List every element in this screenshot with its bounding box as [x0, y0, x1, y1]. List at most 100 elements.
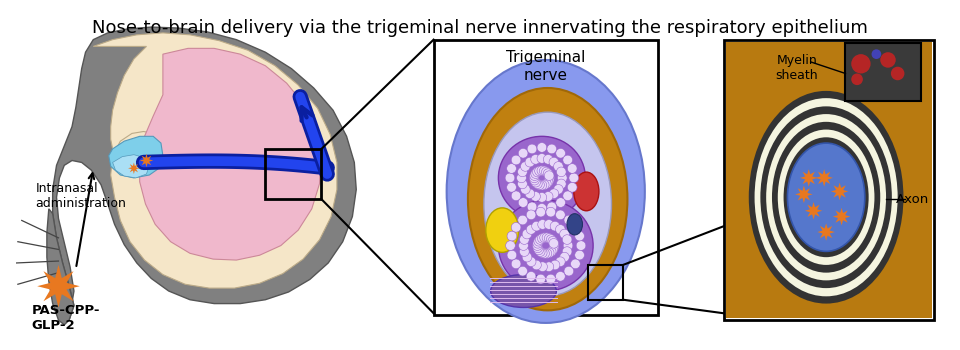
Circle shape	[550, 260, 560, 270]
Circle shape	[507, 164, 516, 173]
Circle shape	[547, 144, 557, 154]
Circle shape	[543, 155, 553, 164]
Circle shape	[543, 169, 553, 178]
Circle shape	[852, 74, 863, 85]
Polygon shape	[833, 208, 851, 225]
Polygon shape	[140, 48, 321, 260]
Circle shape	[507, 250, 516, 260]
Circle shape	[542, 248, 552, 258]
Text: PAS-CPP-
GLP-2: PAS-CPP- GLP-2	[32, 303, 100, 331]
Circle shape	[543, 191, 553, 201]
Circle shape	[549, 243, 559, 253]
Circle shape	[519, 247, 529, 257]
Circle shape	[556, 210, 565, 220]
Text: Trigeminal
nerve: Trigeminal nerve	[506, 50, 586, 83]
Bar	[434, 40, 658, 315]
Circle shape	[536, 247, 545, 257]
Circle shape	[556, 225, 565, 234]
Circle shape	[852, 54, 871, 74]
Circle shape	[563, 155, 572, 165]
Ellipse shape	[468, 88, 628, 310]
Circle shape	[536, 235, 545, 244]
Circle shape	[529, 173, 540, 183]
Circle shape	[546, 207, 556, 217]
Text: Intranasal
administration: Intranasal administration	[36, 182, 126, 210]
Circle shape	[540, 248, 549, 258]
Ellipse shape	[574, 172, 599, 211]
Circle shape	[570, 223, 580, 232]
Circle shape	[556, 257, 565, 267]
Circle shape	[525, 157, 535, 167]
Circle shape	[531, 191, 540, 201]
Circle shape	[512, 259, 521, 269]
Bar	[726, 42, 932, 318]
Circle shape	[526, 225, 536, 234]
Circle shape	[544, 248, 554, 258]
Circle shape	[531, 177, 540, 187]
Text: Myelin
sheath: Myelin sheath	[776, 54, 819, 82]
Polygon shape	[37, 265, 80, 307]
Circle shape	[563, 191, 572, 201]
Circle shape	[520, 162, 530, 171]
Circle shape	[556, 272, 565, 281]
Circle shape	[537, 166, 546, 175]
Circle shape	[563, 247, 572, 257]
Ellipse shape	[446, 60, 645, 323]
Circle shape	[549, 157, 559, 167]
Polygon shape	[140, 154, 154, 167]
Bar	[724, 40, 934, 320]
Circle shape	[535, 180, 544, 190]
Ellipse shape	[772, 122, 880, 273]
Circle shape	[570, 259, 580, 269]
Circle shape	[506, 241, 516, 250]
Circle shape	[536, 207, 545, 217]
Circle shape	[517, 266, 527, 276]
Bar	[588, 265, 623, 300]
Circle shape	[526, 210, 536, 220]
Circle shape	[536, 274, 545, 284]
Circle shape	[544, 233, 554, 243]
Circle shape	[546, 274, 556, 284]
Circle shape	[525, 189, 535, 198]
Circle shape	[537, 142, 546, 152]
Circle shape	[537, 154, 546, 163]
Circle shape	[533, 243, 542, 253]
Circle shape	[549, 238, 559, 248]
Circle shape	[548, 236, 558, 246]
Polygon shape	[817, 223, 835, 241]
Circle shape	[560, 252, 569, 262]
Circle shape	[569, 173, 579, 183]
Circle shape	[531, 169, 540, 178]
Circle shape	[541, 179, 551, 189]
Circle shape	[546, 247, 556, 257]
Circle shape	[526, 272, 536, 281]
Circle shape	[540, 166, 549, 176]
Circle shape	[507, 182, 516, 192]
Circle shape	[563, 235, 572, 244]
Circle shape	[567, 182, 577, 192]
Ellipse shape	[567, 214, 583, 235]
Circle shape	[530, 171, 540, 181]
Circle shape	[538, 248, 547, 258]
Ellipse shape	[760, 106, 892, 288]
Polygon shape	[108, 136, 163, 178]
Circle shape	[549, 189, 559, 198]
Circle shape	[533, 238, 542, 248]
Circle shape	[891, 67, 904, 80]
Ellipse shape	[484, 112, 612, 296]
Circle shape	[544, 171, 554, 181]
Bar	[846, 43, 921, 100]
Circle shape	[544, 262, 554, 272]
Circle shape	[537, 180, 546, 190]
Ellipse shape	[486, 208, 518, 252]
Circle shape	[564, 266, 574, 276]
Circle shape	[546, 235, 556, 244]
Circle shape	[527, 202, 537, 212]
Circle shape	[537, 193, 546, 202]
Polygon shape	[795, 186, 812, 203]
Circle shape	[564, 215, 574, 225]
Circle shape	[517, 215, 527, 225]
Polygon shape	[93, 33, 337, 288]
Circle shape	[512, 155, 521, 165]
Ellipse shape	[766, 114, 886, 280]
